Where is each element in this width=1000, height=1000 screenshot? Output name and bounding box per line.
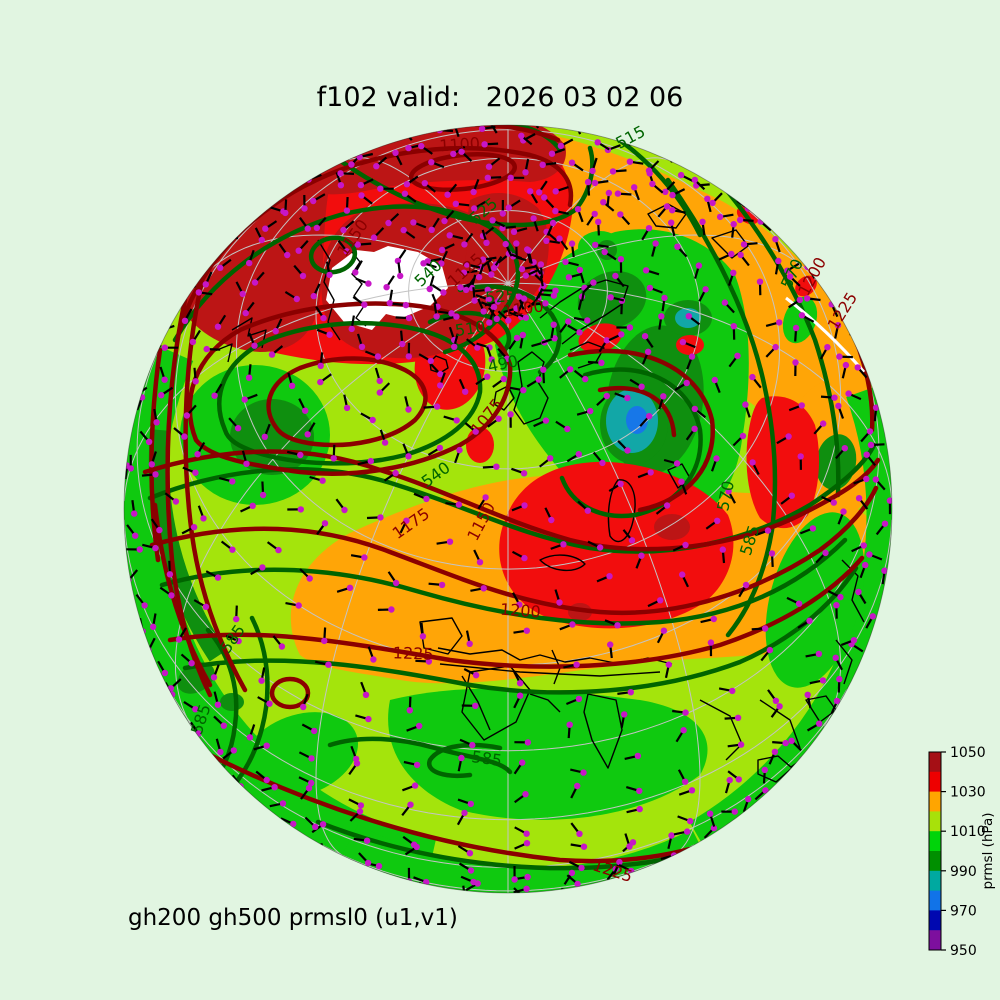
plot-title: f102 valid: 2026 03 02 06 [316,82,684,113]
contour-label: 1100 [439,134,481,156]
contour-label: 1225 [393,643,434,663]
colorbar-segment [929,930,941,951]
fields-label: gh200 gh500 prmsl0 (u1,v1) [128,905,458,931]
colorbar-tick-label: 970 [950,903,977,919]
colorbar-axis-label: prmsl (hPa) [980,812,996,889]
colorbar-segment [929,771,941,793]
globe-outline [123,124,893,894]
contour-label: 525 [484,286,516,308]
colorbar-segment [929,870,941,892]
colorbar-tick-label: 1050 [950,745,986,761]
contour-label: 510 [454,317,487,340]
colorbar-tick-label: 990 [950,864,977,880]
contour-label: 1200 [499,600,541,622]
colorbar-segment [929,910,941,931]
colorbar-segment [929,851,941,872]
colorbar-segment [929,811,941,832]
contour-label: 585 [470,747,503,770]
colorbar-segment [929,890,941,911]
colorbar-segment [929,752,941,773]
colorbar-segment [929,831,941,852]
colorbar-tick-label: 1030 [950,785,986,801]
colorbar: 1050 1030 1010 990 970 950 prmsl (hPa) [928,745,996,959]
colorbar-tick-label: 950 [950,943,977,959]
colorbar-tick-label: 1010 [950,824,986,840]
colorbar-segment [929,791,941,812]
